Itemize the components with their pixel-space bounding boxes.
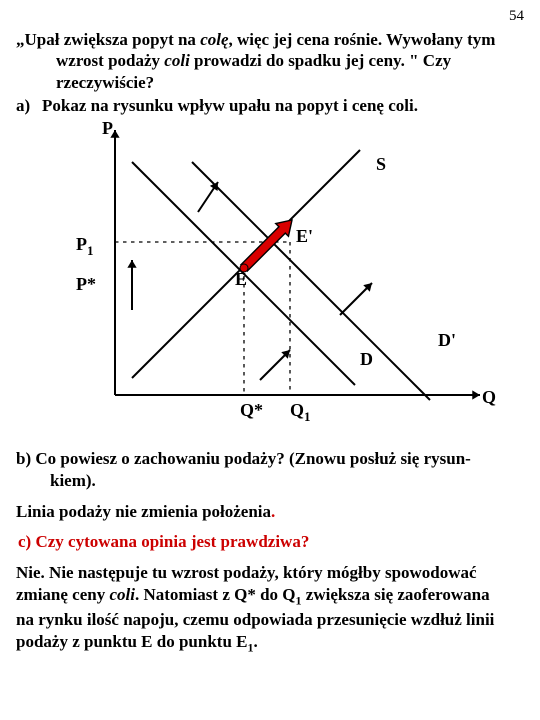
- svg-text:P1: P1: [76, 234, 94, 258]
- ac-l2-mid: . Natomiast z Q* do Q: [135, 585, 296, 604]
- intro-l2-ital: coli: [164, 51, 190, 70]
- question-a: a) Pokaz na rysunku wpływ upału na popyt…: [16, 95, 524, 116]
- intro-text: „Upał zwiększa popyt na colę, więc jej c…: [16, 29, 524, 93]
- page-number: 54: [16, 8, 524, 25]
- intro-line3: rzeczywiście?: [16, 72, 524, 93]
- intro-l1-pre: „Upał zwiększa popyt na: [16, 30, 200, 49]
- qa-pre: Pokaz na rysunku wpływ upału na popyt i …: [42, 96, 388, 115]
- ac-l4: podaży z punktu E do punktu E1.: [16, 631, 524, 656]
- intro-l2-pre: wzrost podaży: [56, 51, 164, 70]
- svg-text:E: E: [235, 269, 247, 289]
- ac-l2-ital: coli: [109, 585, 135, 604]
- ans-b-red: .: [271, 502, 275, 521]
- intro-l2-post: prowadzi do spadku jej ceny. " Czy: [190, 51, 451, 70]
- qb-l1: b) Co powiesz o zachowaniu podaży? (Znow…: [16, 449, 471, 468]
- ac-l2: zmianę ceny coli. Natomiast z Q* do Q1 z…: [16, 584, 524, 609]
- ac-l4-pre: podaży z punktu E do punktu E: [16, 632, 248, 651]
- svg-text:D: D: [360, 349, 373, 369]
- qa-post: .: [414, 96, 418, 115]
- svg-text:Q: Q: [482, 387, 496, 407]
- ac-l2-pre: zmianę ceny: [16, 585, 109, 604]
- question-c: c) Czy cytowana opinia jest prawdziwa?: [16, 532, 524, 552]
- intro-line2: wzrost podaży coli prowadzi do spadku je…: [16, 50, 524, 71]
- question-a-text: Pokaz na rysunku wpływ upału na popyt i …: [42, 95, 418, 116]
- answer-b: Linia podaży nie zmienia położenia.: [16, 502, 524, 522]
- answer-c: Nie. Nie następuje tu wzrost podaży, któ…: [16, 562, 524, 656]
- qa-ital: coli: [388, 96, 414, 115]
- svg-text:D': D': [438, 330, 456, 350]
- svg-text:S: S: [376, 154, 386, 174]
- intro-line1: „Upał zwiększa popyt na colę, więc jej c…: [16, 29, 524, 50]
- ac-l2-post: zwiększa się zaoferowana: [302, 585, 490, 604]
- svg-text:Q*: Q*: [240, 400, 263, 420]
- intro-l1-ital: colę: [200, 30, 228, 49]
- question-b: b) Co powiesz o zachowaniu podaży? (Znow…: [16, 448, 524, 492]
- svg-text:P*: P*: [76, 274, 96, 294]
- svg-text:Q1: Q1: [290, 400, 311, 424]
- question-a-label: a): [16, 95, 42, 116]
- chart-svg: P Q S D D' E E' P1 P* Q* Q1: [40, 120, 500, 430]
- ans-b-black: Linia podaży nie zmienia położenia: [16, 502, 271, 521]
- supply-demand-chart: P Q S D D' E E' P1 P* Q* Q1: [40, 120, 500, 430]
- ac-l3: na rynku ilość napoju, czemu odpowiada p…: [16, 609, 524, 631]
- intro-l1-post: , więc jej cena rośnie. Wywołany tym: [229, 30, 496, 49]
- ac-l1: Nie. Nie następuje tu wzrost podaży, któ…: [16, 562, 524, 584]
- svg-text:E': E': [296, 226, 313, 246]
- svg-text:P: P: [102, 120, 113, 138]
- qb-l2: kiem).: [16, 470, 524, 492]
- ac-l4-post: .: [254, 632, 258, 651]
